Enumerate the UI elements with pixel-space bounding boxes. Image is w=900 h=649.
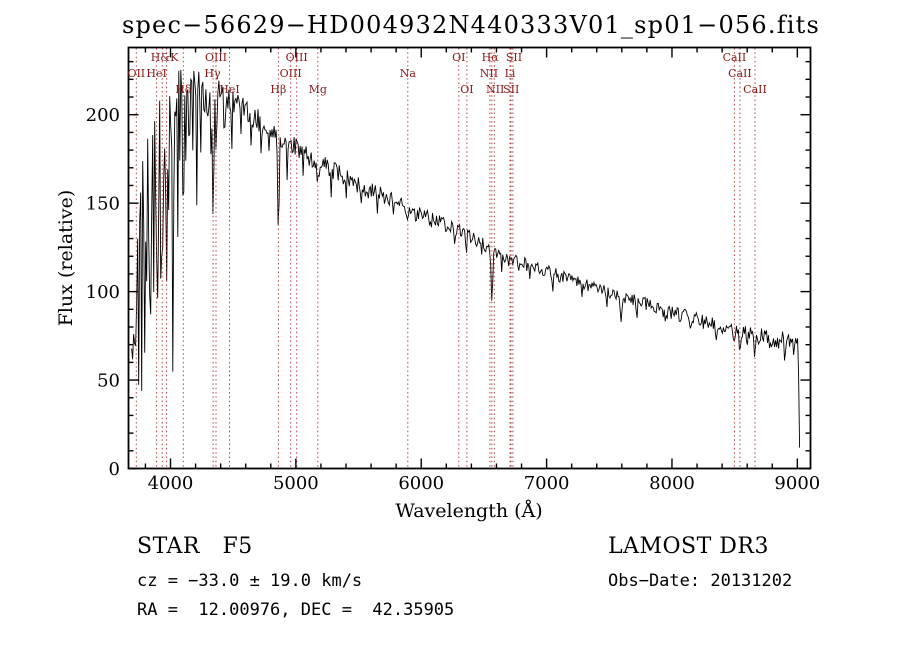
coords-annotation: RA = 12.00976, DEC = 42.35905 xyxy=(137,600,454,620)
x-tick-label: 5000 xyxy=(273,473,319,494)
axis-ticks xyxy=(128,47,811,470)
spectral-line-label: Mg xyxy=(309,83,327,96)
x-tick-label: 6000 xyxy=(398,473,444,494)
y-tick-label: 100 xyxy=(86,282,120,303)
spectral-line-label: HeI xyxy=(219,83,239,96)
figure-title: spec−56629−HD004932N440333V01_sp01−056.f… xyxy=(122,11,820,39)
spectral-line-label: CaII xyxy=(728,67,752,80)
spectral-line-label: SII xyxy=(506,51,522,64)
x-tick-label: 7000 xyxy=(524,473,570,494)
obsdate-annotation: Obs−Date: 20131202 xyxy=(608,571,792,591)
x-tick-label: 4000 xyxy=(148,473,194,494)
spectral-marker-lines xyxy=(135,48,756,468)
spectral-line-label: Hδ xyxy=(175,83,192,96)
spectral-line-label: HeI xyxy=(146,67,166,80)
spectral-line-label: Hα xyxy=(482,51,500,64)
spectral-line-label: SII xyxy=(503,83,519,96)
axis-tick-labels: 4000 5000 6000 7000 8000 9000 0 50 100 150 200 xyxy=(86,105,821,494)
x-tick-label: 8000 xyxy=(649,473,695,494)
spectral-line-label: Hβ xyxy=(270,83,286,96)
y-tick-label: 0 xyxy=(109,459,120,480)
spectral-line-label: OIII xyxy=(280,67,302,80)
spectral-line-label: H&K xyxy=(151,51,179,64)
survey-annotation: LAMOST DR3 xyxy=(608,534,769,559)
spectral-line-label: OIII xyxy=(205,51,227,64)
y-axis-title: Flux (relative) xyxy=(55,190,77,327)
spectrum-trace xyxy=(131,69,801,448)
y-tick-label: 50 xyxy=(97,371,120,392)
y-tick-label: 150 xyxy=(86,194,120,215)
plot-frame xyxy=(127,46,812,470)
spectral-line-label: OIII xyxy=(286,51,308,64)
classification-annotation: STAR F5 xyxy=(137,534,253,559)
x-tick-label: 9000 xyxy=(774,473,820,494)
spectral-line-label: Na xyxy=(400,67,417,80)
spectral-line-label: NII xyxy=(480,67,498,80)
spectral-line-label: Hγ xyxy=(204,67,221,80)
spectral-line-label: OI xyxy=(460,83,473,96)
x-axis-title: Wavelength (Å) xyxy=(395,500,542,522)
spectral-line-label: CaII xyxy=(743,83,767,96)
spectral-line-label: Li xyxy=(505,67,516,80)
y-tick-label: 200 xyxy=(86,105,120,126)
spectral-line-label: OI xyxy=(452,51,465,64)
spectral-line-label: CaII xyxy=(723,51,747,64)
spectral-line-label: NII xyxy=(486,83,504,96)
cz-annotation: cz = −33.0 ± 19.0 km/s xyxy=(137,571,362,591)
spectral-line-label: OII xyxy=(127,67,145,80)
